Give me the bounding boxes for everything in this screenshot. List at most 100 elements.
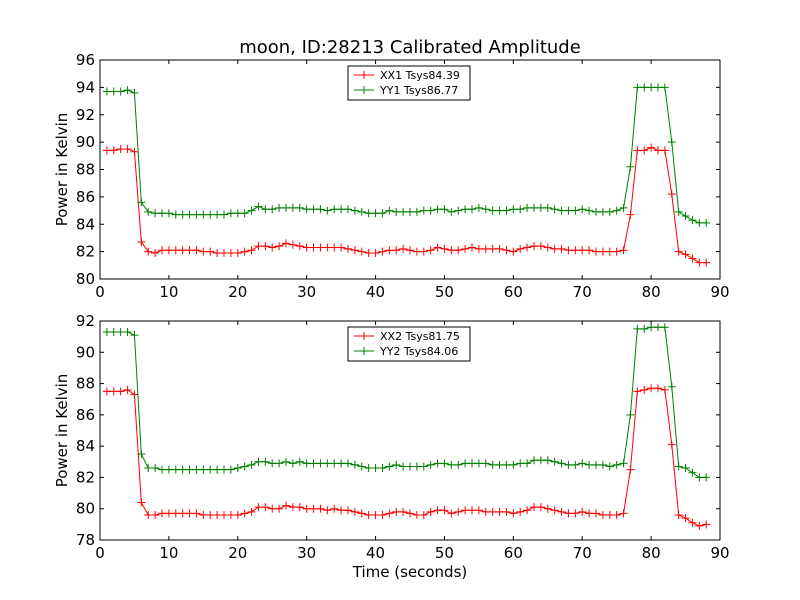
data-point [426,460,435,469]
data-point [523,243,532,252]
data-point [557,244,566,253]
data-point [564,246,573,255]
data-point [571,206,580,215]
data-point [571,509,580,518]
data-point [612,460,621,469]
legend-marker [360,347,368,355]
data-point [399,207,408,216]
data-point [509,205,518,214]
data-point [433,205,442,214]
data-point [681,212,690,221]
data-point [509,509,518,518]
data-point [199,210,208,219]
data-point [406,207,414,216]
data-point [598,247,607,256]
data-point [474,203,483,212]
data-point [468,205,476,214]
data-point [364,510,373,519]
data-point [261,205,270,214]
y-tick-label: 90 [76,343,95,361]
data-point [116,327,125,336]
data-point [585,460,594,469]
data-point [406,462,414,471]
x-tick-label: 70 [573,544,592,562]
data-point [330,205,339,214]
data-point [130,331,139,340]
data-point [495,460,504,469]
data-point [254,242,263,251]
data-point [130,88,139,97]
data-point [605,462,614,471]
data-point [240,462,249,471]
y-tick-label: 80 [76,270,95,288]
data-point [619,246,628,255]
data-point [323,506,332,515]
legend-marker [360,86,368,94]
data-point [275,242,284,251]
data-point [385,206,394,215]
data-point [116,87,125,96]
data-point [357,247,366,256]
y-tick-label: 92 [76,106,95,124]
data-point [633,387,642,396]
data-point [647,83,656,92]
plot-panel-2: 0 10 20 30 40 50 60 70 80 90 78 80 82 84 86 88 90 92 Power… [53,312,730,581]
legend: XX1 Tsys84.39 YY1 Tsys86.77 [347,65,471,101]
data-point [592,460,600,469]
data-point [247,206,256,215]
data-point [151,510,160,519]
data-point [282,203,290,212]
data-point [185,246,194,255]
data-point [309,459,318,468]
data-point [702,218,711,227]
data-point [164,246,173,255]
data-point [226,510,235,519]
data-point [385,246,394,255]
data-point [474,244,483,253]
y-tick-label: 82 [76,468,95,486]
data-point [688,468,697,477]
data-point [350,507,359,516]
data-point [543,203,552,212]
data-point [640,146,649,155]
data-point [502,246,511,255]
data-point [516,459,525,468]
y-tick-label: 86 [76,188,95,206]
data-point [392,460,401,469]
data-point [399,507,408,516]
data-point [316,243,325,252]
x-tick-label: 30 [297,283,316,301]
data-point [419,247,428,256]
data-point [633,146,642,155]
data-point [261,503,270,512]
data-point [502,507,511,516]
data-point [275,504,284,513]
legend-entry: YY1 Tsys86.77 [379,84,458,97]
data-point [426,507,435,516]
data-point [474,506,483,515]
data-point [357,509,366,518]
legend-box [347,65,471,101]
data-point [295,203,304,212]
data-point [226,209,235,218]
data-point [660,385,669,394]
y-tick-label: 84 [76,437,95,455]
data-point [530,503,538,512]
data-point [151,209,160,218]
data-point [192,246,201,255]
data-point [268,504,277,513]
data-point [481,507,490,516]
data-point [598,510,607,519]
x-tick-label: 90 [710,283,729,301]
data-point [206,247,215,256]
data-point [667,190,676,199]
data-point [199,247,208,256]
data-point [144,247,153,256]
data-point [164,209,173,218]
data-point [516,205,525,214]
data-point [261,457,270,466]
data-point [233,209,242,218]
data-point [392,246,401,255]
data-point [481,244,490,253]
